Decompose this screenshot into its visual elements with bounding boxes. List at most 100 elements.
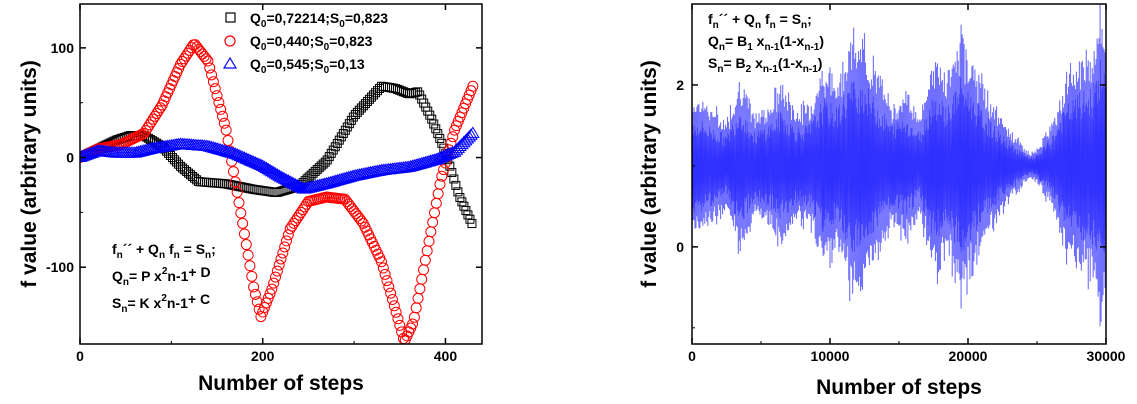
left-chart: 0 200 400 -100 0 100 Number of steps f value (a… <box>18 3 483 395</box>
legend-marker <box>222 56 238 69</box>
data-point <box>149 110 161 122</box>
data-point <box>447 145 462 157</box>
data-point <box>390 306 402 318</box>
data-point <box>436 170 448 182</box>
y-tick-label: 100 <box>51 40 75 56</box>
y-tick-label: 0 <box>676 239 684 255</box>
data-point <box>383 281 395 293</box>
y-tick-label: 2 <box>676 77 684 93</box>
data-point <box>272 169 287 181</box>
data-point <box>449 143 464 155</box>
data-point <box>235 150 250 162</box>
data-point <box>275 171 290 183</box>
data-point <box>275 253 287 265</box>
data-point <box>259 301 271 313</box>
data-point <box>273 259 285 271</box>
data-point <box>215 103 227 115</box>
data-point <box>248 156 263 168</box>
data-point <box>297 204 309 216</box>
data-point <box>290 179 305 191</box>
equation-line-3: Sn= B2 xn-1(1-xn-1) <box>708 55 822 75</box>
x-tick-label: 10000 <box>811 348 850 364</box>
data-point <box>268 277 280 289</box>
data-point <box>445 161 455 171</box>
data-point <box>200 53 212 65</box>
data-point <box>447 131 459 143</box>
y-axis-label: f value (arbitrary units) <box>18 60 41 288</box>
equation-annotation: fn´´ + Qn fn = Sn;Qn= B1 xn-1(1-xn-1)Sn=… <box>708 11 824 75</box>
data-point <box>429 119 439 129</box>
data-point <box>246 270 258 282</box>
x-tick-label: 20000 <box>949 348 988 364</box>
data-point <box>438 164 450 176</box>
data-point <box>458 133 473 146</box>
data-point <box>233 149 248 162</box>
data-point <box>252 157 266 170</box>
data-point <box>140 125 152 137</box>
equation-line-2: Qn= B1 xn-1(1-xn-1) <box>708 33 824 53</box>
data-point <box>175 58 186 70</box>
data-point <box>232 148 246 161</box>
data-point <box>418 264 430 276</box>
data-point <box>430 197 442 209</box>
data-point <box>231 186 243 198</box>
data-point <box>299 201 311 213</box>
data-point <box>281 174 296 186</box>
data-point <box>286 177 301 189</box>
data-point <box>295 206 307 218</box>
legend-marker <box>224 35 236 47</box>
data-point <box>227 166 239 178</box>
legend: Q0=0,72214;S0=0,823 Q0=0,440;S0=0,823 Q0=0… <box>222 10 388 76</box>
data-point <box>408 311 420 323</box>
data-point <box>277 247 289 259</box>
data-point <box>386 293 398 305</box>
data-point <box>379 268 391 280</box>
series-line <box>692 59 1106 253</box>
data-point <box>259 161 274 174</box>
data-point <box>257 306 269 318</box>
data-point <box>202 55 214 67</box>
data-point <box>260 297 272 309</box>
x-tick-label: 0 <box>688 348 696 364</box>
data-point <box>285 176 299 188</box>
data-point <box>455 137 469 150</box>
data-point <box>290 215 302 227</box>
data-point <box>145 116 157 128</box>
data-point <box>467 219 477 229</box>
equation-line-3: Sn= K x2n-1+ C <box>112 291 210 315</box>
data-point <box>241 152 255 165</box>
data-point <box>217 110 229 122</box>
plot-frame <box>79 3 483 345</box>
data-point <box>262 292 274 304</box>
equation-line-2: Qn= P x2n-1+ D <box>112 264 211 288</box>
data-point <box>253 303 265 315</box>
data-point <box>240 239 252 251</box>
data-point <box>453 187 463 197</box>
data-point <box>270 168 285 180</box>
data-point <box>416 273 428 285</box>
x-tick-label: 0 <box>76 348 84 364</box>
plot-area <box>80 39 480 344</box>
legend-label: Q0=0,545;S0=0,13 <box>250 56 365 76</box>
data-point <box>237 151 252 163</box>
data-point <box>388 300 400 312</box>
data-point <box>462 130 477 142</box>
data-point <box>392 313 404 325</box>
data-point <box>264 288 276 300</box>
data-point <box>242 249 254 261</box>
data-point <box>381 275 393 287</box>
data-point <box>274 170 288 182</box>
data-point <box>176 56 188 68</box>
data-point <box>291 212 303 224</box>
data-point <box>435 133 445 143</box>
legend-label: Q0=0,72214;S0=0,823 <box>250 10 388 30</box>
legend-marker <box>225 12 236 23</box>
data-point <box>246 155 261 167</box>
data-point <box>264 164 279 177</box>
data-point <box>222 134 234 146</box>
data-point <box>154 102 166 114</box>
data-point <box>453 139 467 151</box>
data-point <box>244 260 256 272</box>
data-point <box>279 241 291 253</box>
data-point <box>257 160 272 172</box>
